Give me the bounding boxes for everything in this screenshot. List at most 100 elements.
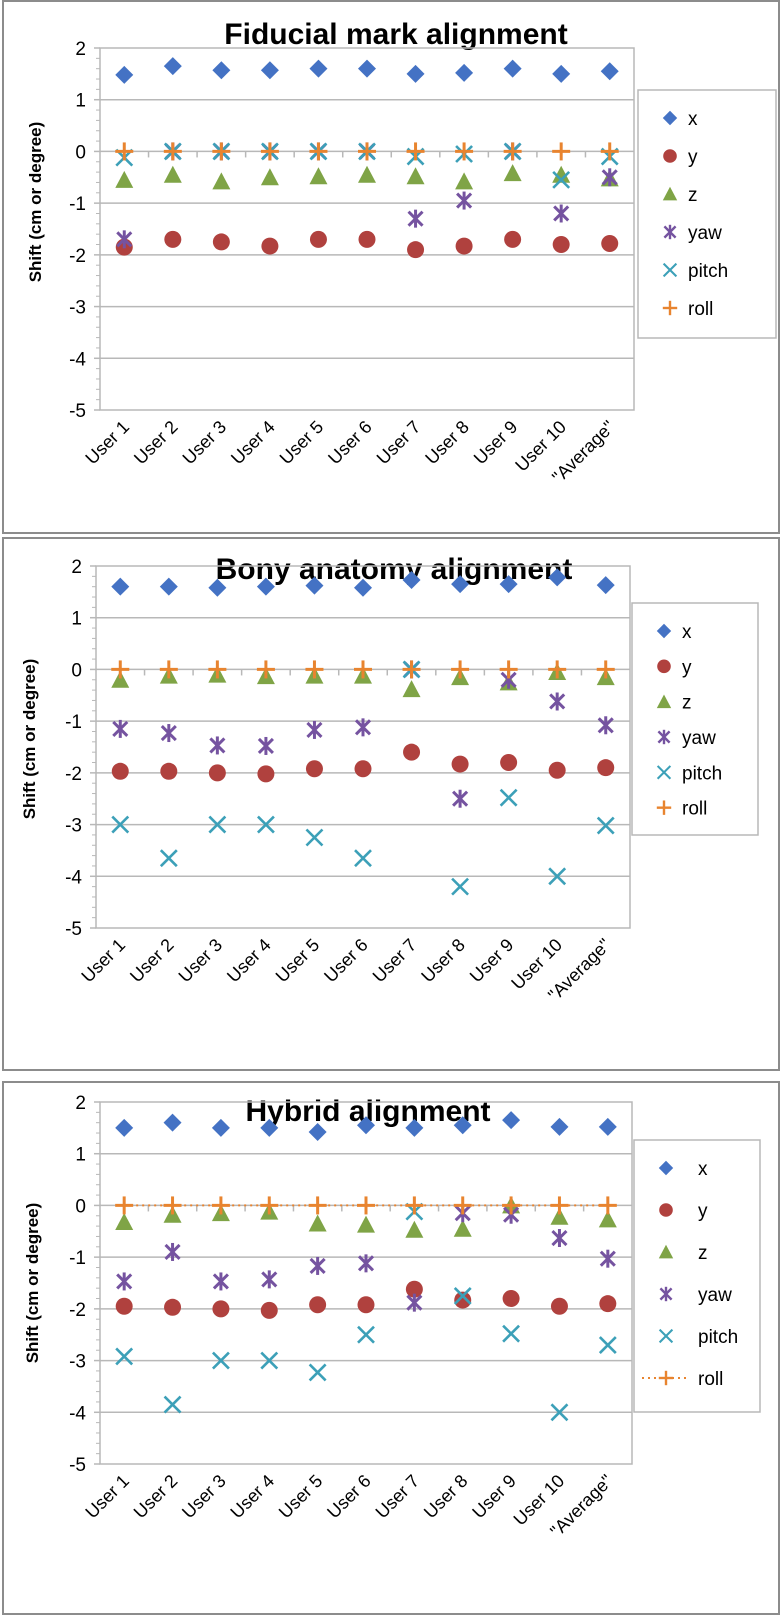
legend-marker-y xyxy=(657,659,671,674)
data-point-x xyxy=(212,61,231,80)
series-y xyxy=(115,230,619,259)
data-point-z xyxy=(406,167,425,185)
x-tick-label: User 1 xyxy=(77,935,129,987)
data-point-pitch xyxy=(502,1324,521,1343)
legend-item-yaw: yaw xyxy=(663,223,722,244)
data-point-yaw xyxy=(160,724,177,743)
data-point-roll xyxy=(358,142,376,161)
data-point-y xyxy=(111,762,129,780)
data-point-z xyxy=(402,680,421,698)
data-point-pitch xyxy=(211,1351,230,1370)
data-point-z xyxy=(308,1214,327,1232)
y-tick-label: 2 xyxy=(75,1093,86,1114)
x-tick-label: User 1 xyxy=(81,1471,133,1523)
data-point-yaw xyxy=(164,1242,181,1261)
series-z xyxy=(115,164,619,190)
data-point-z xyxy=(455,172,474,190)
data-point-roll xyxy=(550,1196,569,1215)
legend: xyz yaw pitch roll xyxy=(637,89,777,339)
x-tick-label: User 3 xyxy=(179,417,231,469)
fiducial-chart-svg: Fiducial mark alignment Shift (cm or deg… xyxy=(26,18,777,487)
legend: xyz yaw pitch roll xyxy=(631,602,759,836)
data-point-yaw xyxy=(406,1293,423,1312)
data-point-roll xyxy=(402,660,421,679)
series-pitch xyxy=(111,660,615,896)
data-point-roll xyxy=(600,142,619,161)
data-point-roll xyxy=(405,1196,424,1215)
data-point-x xyxy=(159,577,178,596)
data-point-y xyxy=(455,237,473,255)
data-point-yaw xyxy=(357,1254,375,1273)
hybrid-chart-svg: Hybrid alignment Shift (cm or degree) 21… xyxy=(23,1093,761,1541)
series-roll xyxy=(115,142,619,161)
data-point-yaw xyxy=(407,209,424,228)
data-point-pitch xyxy=(548,867,567,886)
data-point-yaw xyxy=(261,1270,278,1289)
y-tick-label: 0 xyxy=(75,142,86,163)
data-point-z xyxy=(552,165,571,183)
data-point-y xyxy=(548,761,566,779)
y-tick-label: -4 xyxy=(69,1403,86,1424)
legend-item-x: x xyxy=(656,622,692,643)
data-point-x xyxy=(598,1117,617,1136)
x-tick-label: User 2 xyxy=(130,1471,182,1523)
data-point-roll xyxy=(596,660,615,679)
data-point-yaw xyxy=(209,736,226,755)
x-tick-label: User 7 xyxy=(373,417,425,469)
data-point-pitch xyxy=(354,849,372,868)
data-point-x xyxy=(406,64,425,83)
data-point-x xyxy=(115,1118,134,1137)
data-point-pitch xyxy=(552,170,571,189)
data-point-z xyxy=(453,1219,472,1237)
data-point-roll xyxy=(308,1196,327,1215)
plot-border xyxy=(95,565,631,929)
y-tick-label: 2 xyxy=(71,557,82,578)
data-point-y xyxy=(454,1291,472,1309)
series-x xyxy=(115,57,619,84)
data-point-roll xyxy=(260,142,279,161)
data-point-x xyxy=(358,59,376,78)
data-point-yaw xyxy=(116,1272,133,1291)
x-tick-label: User 6 xyxy=(323,1471,375,1523)
y-tick-label: 1 xyxy=(75,91,86,112)
legend-label: yaw xyxy=(698,1285,732,1306)
data-point-y xyxy=(164,1298,182,1316)
data-point-y xyxy=(115,1297,133,1315)
data-point-y xyxy=(160,762,178,780)
series-x xyxy=(111,568,615,597)
legend-item-y: y xyxy=(659,1201,708,1222)
legend-item-z: z xyxy=(658,1243,708,1264)
legend-label: z xyxy=(698,1243,708,1264)
x-tick-label: User 7 xyxy=(372,1471,424,1523)
y-tick-label: -1 xyxy=(65,712,82,733)
y-tick-label: -3 xyxy=(69,1352,86,1373)
legend-label: y xyxy=(698,1201,708,1222)
data-point-pitch xyxy=(111,815,130,834)
data-point-roll xyxy=(208,660,227,679)
legend-label: z xyxy=(682,693,692,714)
legend-label: z xyxy=(688,185,698,206)
data-point-yaw xyxy=(112,719,129,738)
data-point-y xyxy=(403,743,421,761)
legend-item-pitch: pitch xyxy=(656,763,722,784)
data-point-roll xyxy=(211,1196,230,1215)
legend-label: y xyxy=(682,657,692,678)
data-point-x xyxy=(499,575,518,594)
x-tick-label: User 8 xyxy=(421,417,473,469)
data-point-y xyxy=(164,230,182,248)
x-tick-label: User 7 xyxy=(369,935,421,987)
x-tick-label: User 2 xyxy=(126,935,178,987)
y-tick-label: -4 xyxy=(69,349,86,370)
data-point-x xyxy=(451,575,470,594)
series-x xyxy=(115,1111,617,1141)
data-point-roll xyxy=(309,142,328,161)
data-point-pitch xyxy=(550,1403,569,1422)
y-tick-label: 0 xyxy=(75,1196,86,1217)
data-point-pitch xyxy=(208,815,227,834)
y-tick-label: -5 xyxy=(69,1455,86,1476)
data-point-pitch xyxy=(163,1395,182,1414)
data-point-pitch xyxy=(305,828,324,847)
legend-marker-x xyxy=(656,623,672,639)
data-point-pitch xyxy=(357,1325,375,1344)
legend-label: pitch xyxy=(688,261,728,282)
